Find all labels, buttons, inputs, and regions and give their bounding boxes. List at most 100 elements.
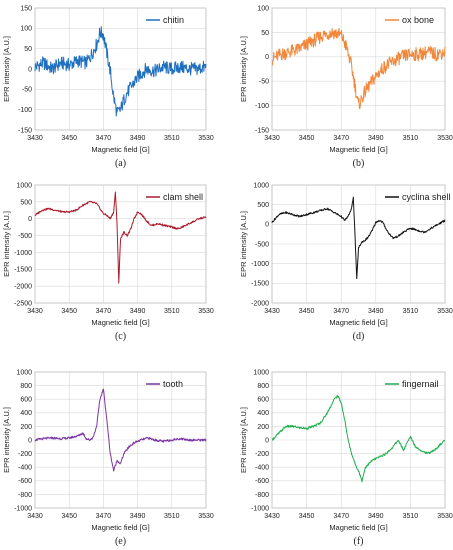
y-tick-label: -200 [18,451,32,458]
x-tick-label: 3430 [264,513,280,520]
x-tick-label: 3450 [61,135,77,142]
panel-label: (e) [115,536,126,547]
y-tick-label: -1000 [251,505,269,512]
y-tick-label: -150 [18,127,32,134]
y-tick-label: 400 [20,410,32,417]
y-axis-title: EPR intensity [A.U.] [2,36,11,102]
plot-frame [271,7,446,131]
series-line [34,388,207,472]
chart-panel: -2000 -1500 -1000 -500 0 500 1000 3430 3450 3470 3… [239,182,453,342]
panel-label: (f) [354,536,364,547]
plot-frame [271,371,446,509]
legend-label: cyclina shell [402,192,451,202]
y-tick-label: 50 [24,46,32,53]
x-tick-label: 3530 [198,135,214,142]
x-tick-label: 3470 [333,135,349,142]
x-tick-label: 3430 [27,135,43,142]
y-tick-label: -1500 [251,281,269,288]
legend-label: chitin [163,15,184,25]
y-tick-label: -100 [18,107,32,114]
x-tick-label: 3450 [61,308,77,315]
series-line [34,191,207,284]
x-tick-label: 3530 [437,513,453,520]
x-tick-label: 3530 [437,308,453,315]
x-tick-label: 3510 [403,513,419,520]
legend-label: clam shell [163,192,203,202]
chart-panel: -150 -100 -50 0 50 100 3430 3450 3470 3490 3510 353… [239,5,453,169]
y-tick-label: 800 [20,383,32,390]
y-tick-label: 0 [265,222,269,229]
y-tick-label: 1000 [253,369,269,376]
x-tick-label: 3510 [403,135,419,142]
y-axis-title: EPR intensity [A.U.] [239,407,248,473]
y-tick-label: 1000 [16,182,32,189]
x-tick-label: 3530 [198,308,214,315]
y-tick-label: -800 [255,492,269,499]
y-tick-label: 100 [257,5,269,12]
y-tick-label: 500 [20,199,32,206]
y-tick-label: 0 [265,54,269,61]
chart-panel: -2500 -2000 -1500 -1000 -500 0 500 1000 3430 3450… [2,182,214,342]
legend-label: ox bone [402,15,434,25]
x-tick-label: 3510 [164,513,180,520]
x-tick-label: 3450 [299,308,315,315]
x-axis-title: Magnetic field [G] [329,523,387,532]
x-tick-label: 3470 [333,513,349,520]
y-tick-label: -600 [18,478,32,485]
x-tick-label: 3430 [27,308,43,315]
x-tick-label: 3490 [368,513,384,520]
y-tick-label: 0 [265,437,269,444]
chart-panel: -1000 -800 -600 -400 -200 0 200 400 600 800 1000 34… [239,369,453,547]
y-tick-label: 0 [28,216,32,223]
x-axis-title: Magnetic field [G] [91,523,149,532]
y-tick-label: 800 [257,383,269,390]
y-tick-label: 1000 [253,182,269,189]
y-tick-label: 1000 [16,369,32,376]
x-tick-label: 3450 [61,513,77,520]
y-axis-title: EPR intensity [A.U.] [239,36,248,102]
x-tick-label: 3490 [368,135,384,142]
plot-frame [271,184,446,304]
x-tick-label: 3530 [198,513,214,520]
x-axis-title: Magnetic field [G] [91,318,149,327]
y-tick-label: -1000 [14,250,32,257]
x-tick-label: 3430 [264,308,280,315]
series-line [34,26,207,117]
y-tick-label: 200 [257,424,269,431]
x-tick-label: 3430 [264,135,280,142]
x-tick-label: 3490 [130,135,146,142]
plot-frame [34,184,207,304]
x-tick-label: 3490 [368,308,384,315]
y-tick-label: -600 [255,478,269,485]
y-tick-label: -1000 [251,261,269,268]
legend-label: tooth [163,379,183,389]
y-tick-label: -150 [255,127,269,134]
x-axis-title: Magnetic field [G] [91,145,149,154]
series-line [271,196,446,280]
y-axis-title: EPR intensity [A.U.] [2,407,11,473]
y-tick-label: -100 [255,103,269,110]
x-tick-label: 3450 [299,135,315,142]
y-tick-label: -50 [259,79,269,86]
x-tick-label: 3430 [27,513,43,520]
y-tick-label: 600 [20,397,32,404]
legend-label: fingernail [402,379,439,389]
x-tick-label: 3490 [130,308,146,315]
y-tick-label: 0 [28,66,32,73]
chart-panel: -1000 -800 -600 -400 -200 0 200 400 600 800 1000 34… [2,369,214,547]
y-tick-label: 100 [20,26,32,33]
y-tick-label: -400 [255,465,269,472]
y-tick-label: -800 [18,492,32,499]
panel-label: (c) [115,331,126,342]
x-tick-label: 3470 [333,308,349,315]
chart-panel: -150 -100 -50 0 50 100 150 3430 3450 3470 3490 3510… [2,5,214,169]
y-tick-label: -400 [18,465,32,472]
x-axis-title: Magnetic field [G] [329,318,387,327]
series-line [271,394,446,483]
y-axis-title: EPR intensity [A.U.] [239,211,248,277]
x-tick-label: 3470 [96,513,112,520]
x-tick-label: 3530 [437,135,453,142]
y-tick-label: 400 [257,410,269,417]
x-axis-title: Magnetic field [G] [329,145,387,154]
panel-label: (d) [353,331,365,342]
